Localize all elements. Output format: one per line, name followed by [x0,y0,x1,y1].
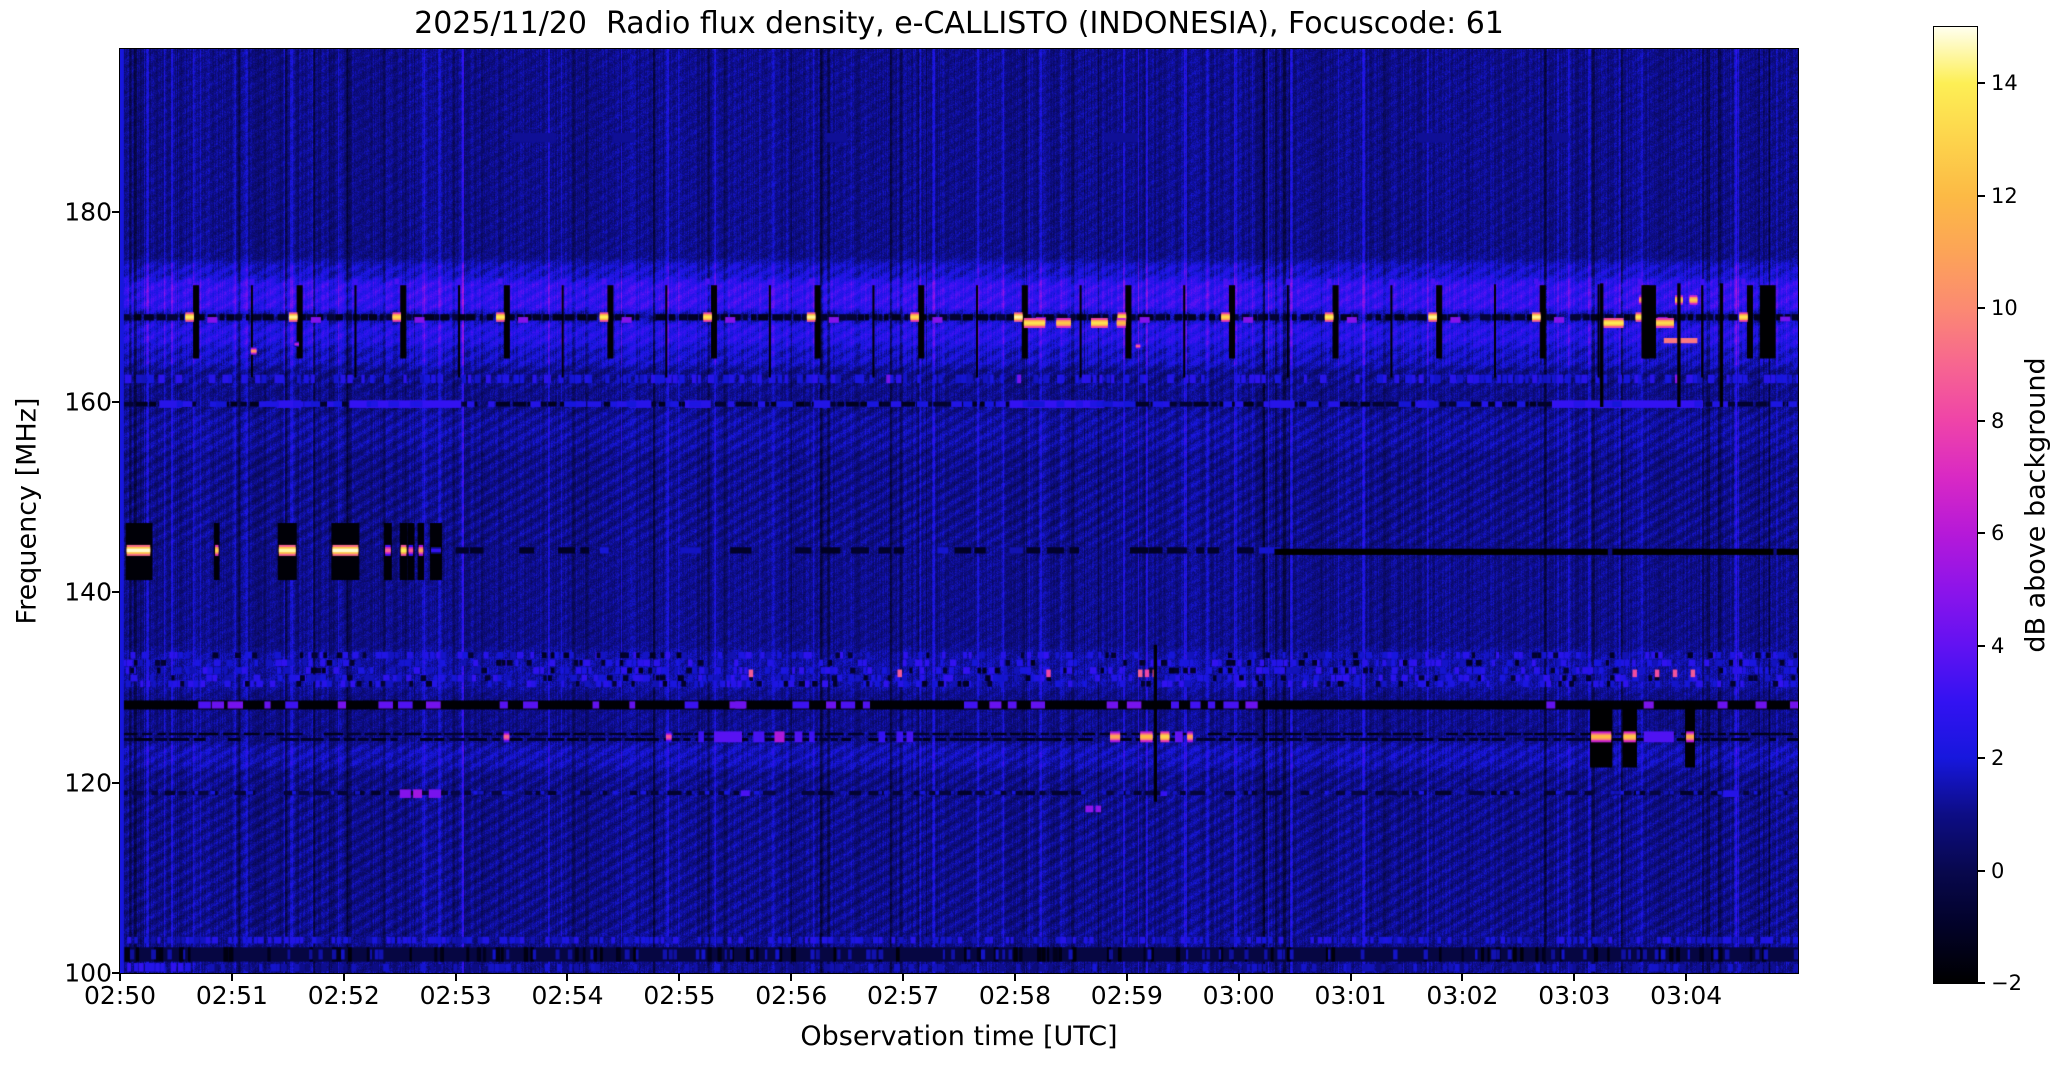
x-tick-mark [678,973,681,981]
spectrogram-plot-area [119,48,1799,974]
y-tick-mark [112,210,120,213]
x-tick-label: 03:02 [1426,981,1499,1010]
x-tick-mark [119,973,121,981]
x-tick-label: 02:54 [531,981,604,1010]
colorbar-tick-label: 2 [1991,746,2005,771]
y-tick-label: 120 [64,768,112,798]
x-tick-label: 02:56 [755,981,828,1010]
y-tick-mark [112,781,120,784]
colorbar-tick-mark [1978,419,1985,422]
colorbar-tick-mark [1978,307,1985,310]
chart-title: 2025/11/20 Radio flux density, e-CALLIST… [414,6,1504,41]
x-tick-mark [1573,973,1576,981]
x-tick-label: 02:59 [1090,981,1163,1010]
colorbar-tick-label: 4 [1991,633,2005,658]
colorbar-tick-mark [1978,194,1985,197]
x-tick-mark [1349,973,1352,981]
colorbar-tick-label: 10 [1991,296,2018,321]
x-tick-label: 03:04 [1650,981,1723,1010]
y-tick-label: 140 [64,577,112,607]
colorbar-tick-mark [1978,82,1985,85]
y-tick-mark [112,401,120,404]
colorbar-tick-mark [1978,869,1985,872]
x-tick-label: 03:00 [1202,981,1275,1010]
colorbar-tick-mark [1978,644,1985,647]
x-axis-label: Observation time [UTC] [800,1021,1118,1052]
y-tick-label: 180 [64,197,112,227]
y-tick-label: 100 [64,958,112,988]
colorbar-tick-mark [1978,982,1985,984]
x-tick-mark [1685,973,1688,981]
x-tick-label: 02:50 [83,981,157,1010]
x-tick-mark [566,973,569,981]
x-tick-label: 02:53 [419,981,492,1010]
colorbar-tick-label: 6 [1991,521,2005,546]
x-tick-mark [1461,973,1464,981]
colorbar-tick-mark [1978,532,1985,535]
x-tick-label: 02:52 [307,981,380,1010]
colorbar-tick-label: 8 [1991,408,2005,433]
x-tick-label: 02:58 [978,981,1051,1010]
x-tick-mark [790,973,793,981]
colorbar-tick-label: 14 [1991,71,2018,96]
x-tick-mark [342,973,345,981]
x-tick-label: 03:03 [1538,981,1611,1010]
x-tick-mark [1237,973,1240,981]
x-tick-label: 02:55 [643,981,716,1010]
y-tick-label: 160 [64,387,112,417]
spectrogram-canvas [120,49,1798,973]
colorbar-tick-label: 12 [1991,183,2018,208]
colorbar-tick-label: 0 [1991,858,2005,883]
colorbar-tick-mark [1978,757,1985,760]
x-tick-mark [454,973,457,981]
x-tick-mark [1013,973,1016,981]
x-tick-mark [902,973,905,981]
y-tick-mark [112,591,120,594]
x-tick-label: 02:51 [195,981,268,1010]
x-tick-mark [230,973,233,981]
x-tick-label: 02:57 [867,981,940,1010]
x-tick-mark [1125,973,1128,981]
colorbar-label: dB above background [2020,357,2052,653]
y-axis-label: Frequency [MHz] [11,397,43,625]
x-tick-label: 03:01 [1314,981,1387,1010]
colorbar-tick-label: −2 [1991,971,2022,995]
y-tick-mark [112,972,120,974]
colorbar [1933,26,1978,984]
